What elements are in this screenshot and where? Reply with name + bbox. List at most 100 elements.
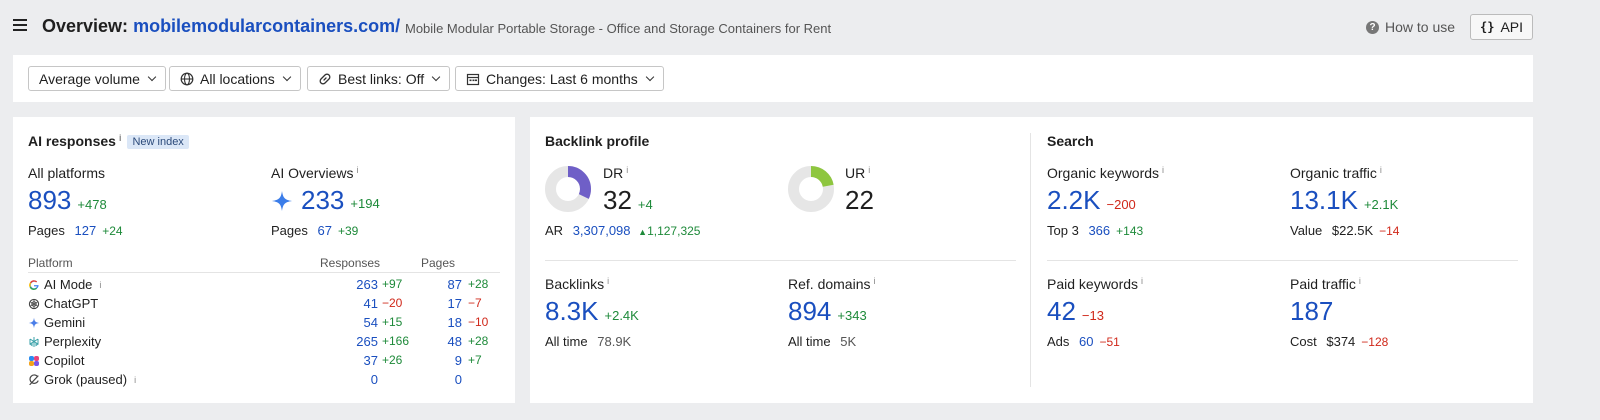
sub-delta: −51 <box>1099 335 1120 349</box>
col-header-pages: Pages <box>421 256 456 270</box>
filter-label: Average volume <box>39 70 140 87</box>
grok-icon <box>29 373 39 385</box>
metric-delta: −200 <box>1106 197 1136 212</box>
sub-label: AR <box>545 223 564 238</box>
pages-delta: −7 <box>468 296 482 310</box>
ref-domains-all-time: All time 5K <box>788 334 856 349</box>
info-icon[interactable]: i <box>873 276 876 286</box>
pages-delta: −10 <box>468 315 489 329</box>
responses-value[interactable]: 37 <box>363 353 378 368</box>
info-icon[interactable]: i <box>99 279 102 290</box>
table-row: Gemini 54 +15 18 −10 <box>28 315 500 334</box>
metric-value: 894 <box>788 296 832 326</box>
responses-value[interactable]: 263 <box>356 277 378 292</box>
metric-value: 32 <box>603 185 632 215</box>
organic-traffic-value-row: Value $22.5K −14 <box>1290 223 1399 238</box>
sub-value[interactable]: 67 <box>317 223 332 238</box>
organic-keywords-value[interactable]: 2.2K −200 <box>1047 185 1136 216</box>
ur-ring-arc <box>788 166 834 212</box>
metric-label: Organic traffic <box>1290 165 1377 181</box>
pages-value[interactable]: 18 <box>447 315 462 330</box>
responses-value[interactable]: 54 <box>363 315 378 330</box>
info-icon[interactable]: i <box>868 165 871 175</box>
paid-traffic-label: Paid traffic i <box>1290 276 1361 292</box>
platform-label: Copilot <box>44 353 85 368</box>
info-icon[interactable]: i <box>1358 276 1361 286</box>
page-subtitle: Mobile Modular Portable Storage - Office… <box>405 21 832 36</box>
info-icon[interactable]: i <box>1379 165 1382 175</box>
metric-delta: +343 <box>837 308 867 323</box>
info-icon[interactable]: i <box>134 374 137 385</box>
info-icon[interactable]: i <box>118 133 122 143</box>
organic-traffic-value[interactable]: 13.1K +2.1K <box>1290 185 1398 216</box>
info-icon[interactable]: i <box>356 165 359 175</box>
info-icon[interactable]: i <box>607 276 610 286</box>
how-to-use-label: How to use <box>1385 19 1456 35</box>
filter-label: Best links: Off <box>338 70 425 87</box>
pages-value[interactable]: 0 <box>454 372 462 387</box>
metric-label: DR <box>603 165 624 181</box>
pages-value[interactable]: 17 <box>447 296 462 311</box>
pages-value[interactable]: 48 <box>447 334 462 349</box>
metric-delta: +194 <box>350 196 380 211</box>
responses-value[interactable]: 0 <box>370 372 378 387</box>
sub-delta: −14 <box>1379 224 1400 238</box>
best-links-dropdown[interactable]: Best links: Off <box>307 66 451 91</box>
changes-dropdown[interactable]: Changes: Last 6 months <box>455 66 664 91</box>
metric-value: 13.1K <box>1290 185 1358 215</box>
info-icon[interactable]: i <box>1162 165 1165 175</box>
paid-traffic-cost: Cost $374 −128 <box>1290 334 1388 349</box>
sub-delta: −128 <box>1361 335 1389 349</box>
menu-icon[interactable] <box>13 19 27 31</box>
sub-value[interactable]: 366 <box>1088 223 1111 238</box>
average-volume-dropdown[interactable]: Average volume <box>28 66 166 91</box>
chevron-down-icon <box>147 72 157 81</box>
search-title: Search <box>1047 133 1094 149</box>
all-platforms-value[interactable]: 893 +478 <box>28 185 107 216</box>
table-row: ChatGPT 41 −20 17 −7 <box>28 296 500 315</box>
all-platforms-pages: Pages 127 +24 <box>28 223 123 238</box>
globe-icon <box>180 72 194 85</box>
backlinks-value[interactable]: 8.3K +2.4K <box>545 296 639 327</box>
dr-ring-arc <box>545 166 591 212</box>
ref-domains-value[interactable]: 894 +343 <box>788 296 867 327</box>
metric-label: Organic keywords <box>1047 165 1160 181</box>
sub-value: $22.5K <box>1331 223 1374 238</box>
locations-dropdown[interactable]: All locations <box>169 66 301 91</box>
sub-label: All time <box>545 334 588 349</box>
organic-keywords-label: Organic keywords i <box>1047 165 1164 181</box>
pages-value[interactable]: 9 <box>454 353 462 368</box>
metric-delta: +2.4K <box>604 308 639 323</box>
info-icon[interactable]: i <box>1141 276 1144 286</box>
table-row: AI Mode i 263 +97 87 +28 <box>28 277 500 296</box>
organic-traffic-label: Organic traffic i <box>1290 165 1382 181</box>
responses-value[interactable]: 265 <box>356 334 378 349</box>
ar-value[interactable]: 3,307,098 <box>572 223 631 238</box>
platform-label: AI Mode <box>44 277 93 292</box>
platform-name: Grok (paused) i <box>28 372 136 387</box>
pages-delta: +7 <box>468 353 482 367</box>
sub-value[interactable]: 127 <box>74 223 97 238</box>
api-label: API <box>1500 19 1524 35</box>
sub-value[interactable]: 60 <box>1079 334 1094 349</box>
paid-keywords-value[interactable]: 42 −13 <box>1047 296 1104 327</box>
ai-overviews-value[interactable]: 233 +194 <box>271 185 380 216</box>
chevron-down-icon <box>645 72 655 81</box>
ar-row: AR 3,307,098 ▲1,127,325 <box>545 223 700 238</box>
responses-value[interactable]: 41 <box>363 296 378 311</box>
api-button[interactable]: {} API <box>1470 14 1533 40</box>
target-domain[interactable]: mobilemodularcontainers.com/ <box>133 16 401 36</box>
platform-label: ChatGPT <box>44 296 99 311</box>
pages-delta: +28 <box>468 334 489 348</box>
up-triangle-icon: ▲ <box>638 227 648 237</box>
platform-name: Gemini <box>28 315 85 330</box>
how-to-use-link[interactable]: ? How to use <box>1366 19 1455 35</box>
ref-domains-label: Ref. domains i <box>788 276 875 292</box>
info-icon[interactable]: i <box>626 165 629 175</box>
sub-label: Pages <box>28 223 65 238</box>
sparkle-icon <box>272 190 292 211</box>
col-header-platform: Platform <box>28 256 73 270</box>
pages-value[interactable]: 87 <box>447 277 462 292</box>
metric-value: 187 <box>1290 296 1334 326</box>
paid-traffic-value[interactable]: 187 <box>1290 296 1333 327</box>
